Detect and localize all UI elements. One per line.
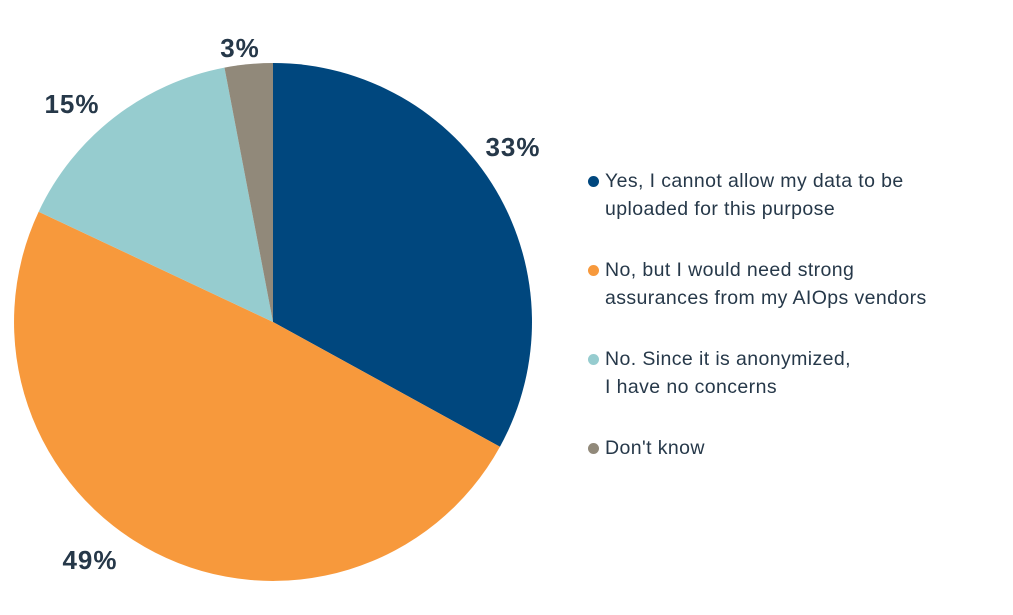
legend-marker-icon <box>588 354 599 365</box>
legend-label: Don't know <box>605 434 705 462</box>
pie-slice-4 <box>224 63 273 322</box>
legend-label-line: uploaded for this purpose <box>605 198 836 220</box>
legend-label-line: Don't know <box>605 437 705 459</box>
pct-label-1: 33% <box>485 132 540 162</box>
pct-label-3: 15% <box>44 89 99 119</box>
pct-label-4: 3% <box>220 33 260 63</box>
legend-item-4: Don't know <box>588 434 1013 462</box>
legend-item-2: No, but I would need strong assurances fr… <box>588 256 1013 312</box>
legend-marker-icon <box>588 443 599 454</box>
legend: Yes, I cannot allow my data to be uploade… <box>588 167 1013 495</box>
legend-label-line: No. Since it is anonymized, <box>605 348 851 370</box>
pct-label-2: 49% <box>62 545 117 575</box>
legend-label: No. Since it is anonymized, I have no con… <box>605 345 851 401</box>
pie-slice-1 <box>273 63 532 447</box>
legend-label: No, but I would need strong assurances fr… <box>605 256 927 312</box>
legend-label-line: assurances from my AIOps vendors <box>605 287 927 309</box>
legend-marker-icon <box>588 176 599 187</box>
pie-slice-2 <box>14 211 500 581</box>
legend-label-line: I have no concerns <box>605 376 777 398</box>
legend-marker-icon <box>588 265 599 276</box>
legend-item-3: No. Since it is anonymized, I have no con… <box>588 345 1013 401</box>
legend-item-1: Yes, I cannot allow my data to be uploade… <box>588 167 1013 223</box>
legend-label-line: Yes, I cannot allow my data to be <box>605 170 904 192</box>
pie-slice-3 <box>38 67 274 322</box>
legend-label-line: No, but I would need strong <box>605 259 855 281</box>
legend-label: Yes, I cannot allow my data to be uploade… <box>605 167 904 223</box>
